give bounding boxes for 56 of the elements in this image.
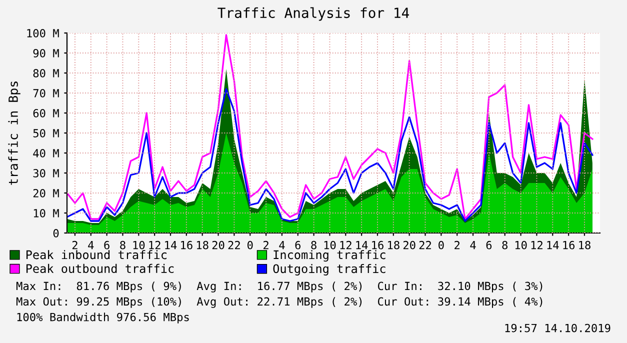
y-tick-label: 90 M [33,49,59,58]
legend-label: Outgoing traffic [273,264,386,276]
x-tick-label: 10 [515,240,527,250]
legend-label: Peak inbound traffic [26,250,167,260]
x-tick-label: 0 [438,240,444,250]
text: 100% Bandwidth 976.56 MBps [17,312,189,324]
x-tick-label: 14 [356,241,368,250]
y-tick-label: 20 M [33,189,59,198]
y-tick-label: 30 M [33,169,59,178]
y-tick-label: 0 [53,229,59,238]
x-tick-label: 12 [531,240,542,250]
x-tick-label: 22 [419,240,431,250]
line-series [67,88,594,222]
x-tick-label: 12 [149,240,160,250]
x-tick-label: 0 [247,240,253,250]
y-axis-title: traffic in Bps [8,82,20,185]
x-tick-label: 2 [264,240,268,250]
x-tick-label: 20 [212,240,224,250]
text: Max Out: 99.25 MBps (10%) Avg Out: 22.71 MBps ( 2%) Cur Out: 39.14 MBps ( 4%) [16,297,542,308]
x-tick-label: 8 [311,240,316,250]
x-tick-label: 10 [133,240,145,250]
x-tick-label: 6 [295,240,300,250]
text: 19:57 14.10.2019 [505,324,610,332]
y-tick-label: 100 M [27,29,59,38]
x-tick-label: 6 [104,240,110,250]
x-tick-label: 20 [403,240,416,250]
x-tick-label: 12 [340,240,352,250]
legend-label: Peak outbound traffic [26,264,174,274]
x-tick-label: 8 [502,240,508,250]
x-tick-label: 14 [165,241,177,250]
x-tick-label: 2 [454,240,460,250]
x-tick-label: 18 [196,240,208,250]
x-tick-label: 22 [228,240,240,250]
chart-title: Traffic Analysis for 14 [218,7,409,21]
x-tick-label: 14 [547,241,559,250]
x-tick-label: 4 [279,241,285,250]
y-tick-label: 10 M [34,209,59,218]
x-tick-label: 4 [88,241,94,250]
x-tick-label: 6 [486,240,492,250]
x-tick-label: 2 [72,240,78,250]
y-tick-label: 40 M [33,149,59,158]
x-tick-label: 16 [372,240,384,250]
y-tick-label: 60 M [33,109,59,118]
x-tick-label: 18 [388,240,400,250]
line-series [67,34,594,220]
y-tick-label: 70 M [33,89,59,98]
x-tick-label: 16 [563,240,575,250]
x-tick-label: 4 [470,241,476,250]
x-tick-label: 8 [120,240,126,250]
text: Max In: 81.76 MBps ( 9%) Avg In: 16.77 MBps ( 2%) Cur In: 32.10 MBps ( 3%) [16,282,542,292]
y-tick-label: 80 M [33,69,59,78]
x-tick-label: 18 [579,240,590,250]
x-tick-label: 10 [324,240,336,250]
legend-label: Incoming traffic [274,250,386,262]
x-tick-label: 16 [181,240,192,250]
y-tick-label: 50 M [33,129,59,138]
